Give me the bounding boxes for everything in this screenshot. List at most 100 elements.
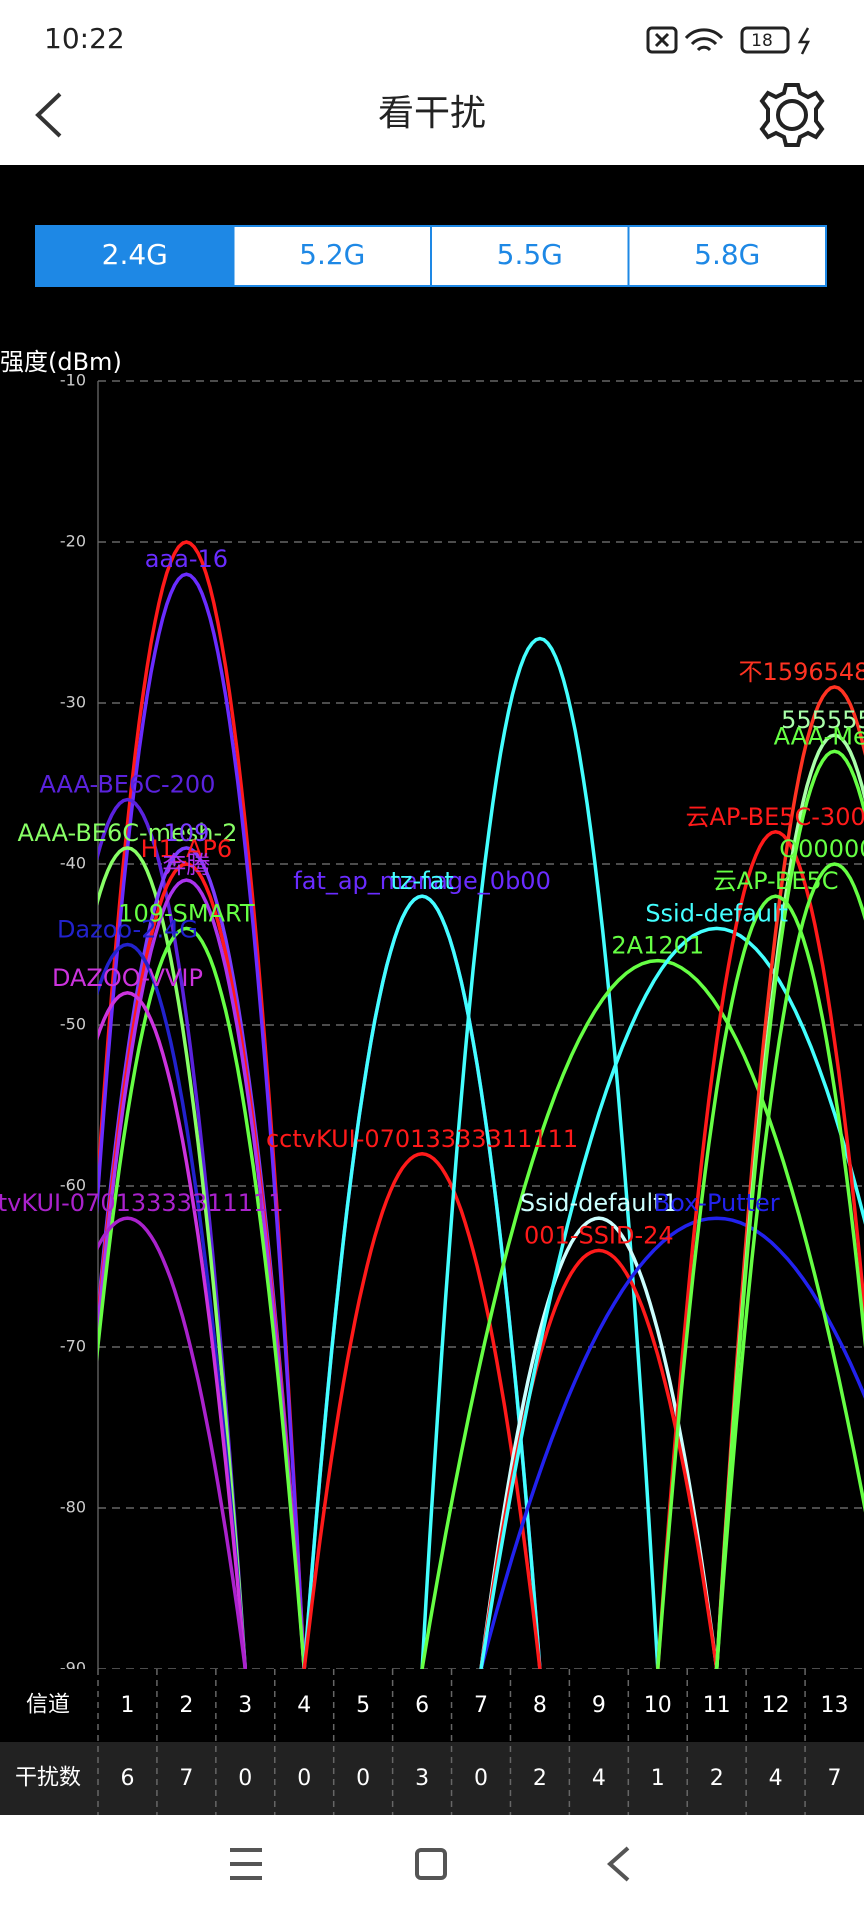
- tab[interactable]: [430, 225, 630, 287]
- interference-count: 2: [710, 1766, 724, 1791]
- signal-arc: [98, 846, 248, 1669]
- tab-label: 5.2G: [299, 238, 365, 271]
- signal-arc: [656, 894, 864, 1669]
- network-label: cctvKUI-07013333311111: [0, 1189, 284, 1217]
- network-label: Box-Putter: [654, 1189, 780, 1217]
- page-title: 看干扰: [378, 93, 486, 134]
- interference-count: 0: [297, 1766, 311, 1791]
- x-tick-label: 11: [703, 1693, 731, 1718]
- y-tick-label: -30: [60, 693, 86, 712]
- network-label: 云AP-BE5C: [713, 867, 839, 895]
- x-tick-label: 1: [120, 1693, 134, 1718]
- y-tick-label: -20: [60, 532, 86, 551]
- interference-count: 6: [120, 1766, 134, 1791]
- interference-count: 7: [828, 1766, 842, 1791]
- network-label: 001-SSID-24: [524, 1221, 674, 1249]
- signal-arc: [98, 1216, 248, 1669]
- network-label: 109: [163, 819, 209, 847]
- network-label: 云AP-BE5C-300: [685, 803, 864, 831]
- y-tick-label: -10: [60, 371, 86, 390]
- network-label: tz-fat: [390, 867, 453, 895]
- network-label: 2A1201: [611, 932, 704, 960]
- x-tick-label: 3: [238, 1693, 252, 1718]
- status-icons: [646, 26, 811, 55]
- battery-level: 18: [751, 31, 773, 51]
- plot: [98, 540, 864, 1669]
- x-tick-label: 5: [356, 1693, 370, 1718]
- network-label: Dazoo-2.4G: [57, 916, 198, 944]
- row-label: 干扰数: [15, 1766, 81, 1791]
- signal-arc: [98, 991, 248, 1669]
- signal-arc: [714, 749, 864, 1669]
- x-tick-label: 12: [762, 1693, 790, 1718]
- tab-label: 2.4G: [102, 238, 168, 271]
- network-label: AAA-Mesh: [774, 722, 864, 750]
- tab-label: 5.5G: [497, 238, 563, 271]
- interference-count: 0: [238, 1766, 252, 1791]
- interference-count: 7: [179, 1766, 193, 1791]
- signal-arc: [302, 894, 542, 1669]
- signal-arc: [714, 862, 864, 1669]
- y-tick-label: -40: [60, 854, 86, 873]
- signal-arc: [98, 572, 306, 1669]
- interference-count: 0: [474, 1766, 488, 1791]
- x-tick-label: 9: [592, 1693, 606, 1718]
- network-label: AAA-BE6C-mesh-2: [17, 819, 237, 847]
- back-button[interactable]: [35, 92, 62, 138]
- x-tick-label: 8: [533, 1693, 547, 1718]
- network-label: Ssid-default: [645, 899, 788, 927]
- tab[interactable]: [35, 225, 235, 287]
- signal-arc: [420, 958, 864, 1669]
- signal-arc: [656, 830, 864, 1669]
- signal-arc: [479, 926, 864, 1669]
- row-label: 信道: [26, 1693, 70, 1718]
- interference-count: 1: [651, 1766, 665, 1791]
- time: 10:22: [44, 22, 125, 55]
- table-row: [0, 1669, 864, 1742]
- y-tick-label: -80: [60, 1498, 86, 1517]
- signal-arc: [98, 942, 248, 1669]
- x-tick-label: 2: [179, 1693, 193, 1718]
- signal-arc: [98, 926, 306, 1669]
- signal-arc: [714, 685, 864, 1669]
- network-label: 不15965489657: [739, 658, 864, 686]
- signal-arc: [98, 797, 248, 1669]
- x-tick-label: 10: [644, 1693, 672, 1718]
- y-axis-label: 强度(dBm): [0, 348, 122, 376]
- signal-arc: [479, 1216, 864, 1669]
- interference-count: 4: [592, 1766, 606, 1791]
- network-label: DAZOO-VVIP: [52, 964, 203, 992]
- interference-count: 0: [356, 1766, 370, 1791]
- tab[interactable]: [627, 225, 827, 287]
- network-label: AAA-BE6C-200: [39, 771, 215, 799]
- nav-bar: [0, 1815, 864, 1920]
- network-label: aaa-16: [145, 545, 228, 573]
- interference-count: 2: [533, 1766, 547, 1791]
- signal-arc: [479, 1216, 719, 1669]
- signal-arc: [98, 878, 306, 1669]
- network-label: Q000000: [779, 835, 864, 863]
- nav-icons[interactable]: [230, 1846, 630, 1882]
- interference-count: 4: [769, 1766, 783, 1791]
- network-label: H1_AP6: [141, 835, 232, 863]
- y-tick-label: -70: [60, 1337, 86, 1356]
- x-tick-label: 6: [415, 1693, 429, 1718]
- header-bg: [0, 0, 864, 165]
- tab-label: 5.8G: [694, 238, 760, 271]
- x-tick-label: 13: [821, 1693, 849, 1718]
- network-label: Ssid-default1: [520, 1189, 678, 1217]
- signal-arc: [420, 636, 660, 1669]
- network-label: 109-SMART: [118, 899, 255, 927]
- network-label: cctvKUI-07013333311111: [266, 1125, 578, 1153]
- settings-button[interactable]: [759, 83, 825, 147]
- tab[interactable]: [232, 225, 432, 287]
- x-tick-label: 7: [474, 1693, 488, 1718]
- network-label: fat_ap_manage_0b00: [293, 867, 551, 895]
- interference-count: 3: [415, 1766, 429, 1791]
- signal-arc: [302, 1152, 542, 1669]
- y-tick-label: -60: [60, 1176, 86, 1195]
- network-label: 5555555: [781, 706, 864, 734]
- table-row: [0, 1742, 864, 1815]
- network-label: 奔腾: [162, 851, 210, 879]
